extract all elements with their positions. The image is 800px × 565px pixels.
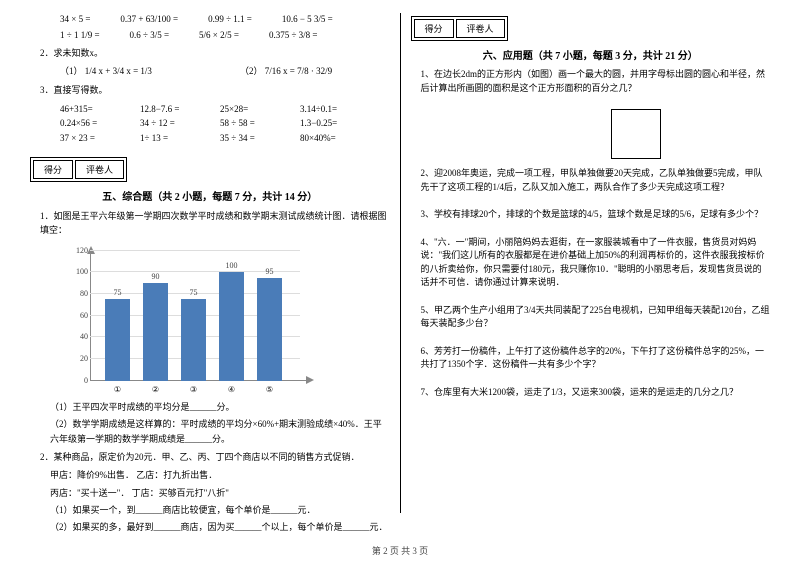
x-arrow-icon [306,376,314,384]
r-q3: 3、学校有排球20个，排球的个数是篮球的4/5，篮球个数是足球的5/6，足球有多… [421,208,771,222]
calc: 46+315= [60,102,140,116]
chart-bar [181,299,206,380]
bar-chart: 0 20 40 60 80 100 120 75 ① 90 ② 75 ③ 100 ④ 95 ⑤ [70,246,310,396]
calc: 1.3−0.25= [300,116,380,130]
r-q5: 5、甲乙两个生产小组用了3/4天共同装配了225台电视机，已知甲组每天装配120… [421,304,771,331]
y-axis [90,251,91,381]
r-q4: 4、"六．一"期间，小丽陪妈妈去逛街，在一家服装城看中了一件衣服，售货员对妈妈说… [421,236,771,290]
calc-row-2: 0.24×56 = 34 ÷ 12 = 58 ÷ 58 = 1.3−0.25= [60,116,390,130]
q2-title: 2．求未知数x。 [40,46,390,60]
x-category-label: ③ [181,385,206,394]
right-column: 得分 评卷人 六、应用题（共 7 小题，每题 3 分，共计 21 分） 1、在边… [401,8,781,530]
grader-label: 评卷人 [75,160,124,179]
chart-bar [219,272,244,380]
bar-value-label: 100 [219,261,244,270]
section-5-title: 五、综合题（共 2 小题，每题 7 分，共计 14 分） [30,188,390,203]
section-6-title: 六、应用题（共 7 小题，每题 3 分，共计 21 分） [411,47,771,62]
y-tick-label: 40 [70,332,88,341]
sec5-2-2: （2）如果买的多，最好到______商店，因为买______个以上，每个单价是_… [50,520,390,534]
r-q2: 2、迎2008年奥运，完成一项工程，甲队单独做要20天完成，乙队单独做要5完成，… [421,167,771,194]
chart-bar [143,283,168,381]
score-label: 得分 [33,160,73,179]
grader-label: 评卷人 [456,19,505,38]
y-tick-label: 60 [70,311,88,320]
sec5-2a: 甲店：降价9%出售． 乙店：打九折出售． [50,468,390,482]
q2-part2: （2） 7/16 x = 7/8 · 32/9 [240,64,332,77]
q3-title: 3．直接写得数。 [40,83,390,97]
calc-row-3: 37 × 23 = 1÷ 13 = 35 ÷ 34 = 80×40%= [60,131,390,145]
calc: 3.14÷0.1= [300,102,380,116]
left-column: 34 × 5 = 0.37 + 63/100 = 0.99 ÷ 1.1 = 10… [20,8,400,530]
bar-value-label: 75 [181,288,206,297]
calc: 1÷ 13 = [140,131,220,145]
eq: 0.375 ÷ 3/8 = [269,30,318,40]
calc: 37 × 23 = [60,131,140,145]
page-footer: 第 2 页 共 3 页 [0,544,800,557]
sec5-2-1: （1）如果买一个，到______商店比较便宜，每个单价是______元． [50,503,390,517]
equation-row-2: 1 ÷ 1 1/9 = 0.6 ÷ 3/5 = 5/6 × 2/5 = 0.37… [60,30,390,40]
eq: 0.99 ÷ 1.1 = [208,14,252,24]
bar-value-label: 75 [105,288,130,297]
x-category-label: ① [105,385,130,394]
y-tick-label: 80 [70,289,88,298]
score-box-right: 得分 评卷人 [411,16,508,41]
eq: 10.6 − 5 3/5 = [282,14,333,24]
eq: 0.37 + 63/100 = [120,14,178,24]
r-q6: 6、芳芳打一份稿件，上午打了这份稿件总字的20%，下午打了这份稿件总字的25%，… [421,345,771,372]
eq: 34 × 5 = [60,14,90,24]
sec5-q1: 1．如图是王平六年级第一学期四次数学平时成绩和数学期末测试成绩统计图．请根据图填… [40,209,390,238]
x-category-label: ④ [219,385,244,394]
calc: 35 ÷ 34 = [220,131,300,145]
eq: 0.6 ÷ 3/5 = [130,30,170,40]
y-tick-label: 120 [70,246,88,255]
y-tick-label: 0 [70,376,88,385]
calc: 0.24×56 = [60,116,140,130]
calc: 34 ÷ 12 = [140,116,220,130]
score-label: 得分 [414,19,454,38]
sec5-q2: 2．某种商品，原定价为20元．甲、乙、丙、丁四个商店以不同的销售方式促销． [40,450,390,464]
calc: 80×40%= [300,131,380,145]
bar-value-label: 95 [257,267,282,276]
y-tick-label: 100 [70,267,88,276]
bar-value-label: 90 [143,272,168,281]
r-q1: 1、在边长2dm的正方形内（如图）画一个最大的圆，并用字母标出圆的圆心和半径，然… [421,68,771,95]
q2-part1: （1） 1/4 x + 3/4 x = 1/3 [60,64,240,77]
y-tick-label: 20 [70,354,88,363]
r-q7: 7、仓库里有大米1200袋，运走了1/3，又运来300袋，运来的是运走的几分之几… [421,386,771,400]
sec5-1-1: （1）王平四次平时成绩的平均分是______分。 [50,400,390,414]
eq: 1 ÷ 1 1/9 = [60,30,100,40]
x-category-label: ⑤ [257,385,282,394]
sec5-2b: 丙店："买十送一"． 丁店：买够百元打"八折" [50,486,390,500]
sec5-1-2: （2）数学学期成绩是这样算的：平时成绩的平均分×60%+期末测验成绩×40%．王… [50,417,390,446]
chart-bar [257,278,282,381]
calc-row-1: 46+315= 12.8−7.6 = 25×28= 3.14÷0.1= [60,102,390,116]
calc: 58 ÷ 58 = [220,116,300,130]
eq: 5/6 × 2/5 = [199,30,239,40]
score-box-left: 得分 评卷人 [30,157,127,182]
square-figure [611,109,661,159]
calc: 12.8−7.6 = [140,102,220,116]
equation-row-1: 34 × 5 = 0.37 + 63/100 = 0.99 ÷ 1.1 = 10… [60,14,390,24]
chart-bar [105,299,130,380]
x-category-label: ② [143,385,168,394]
calc: 25×28= [220,102,300,116]
